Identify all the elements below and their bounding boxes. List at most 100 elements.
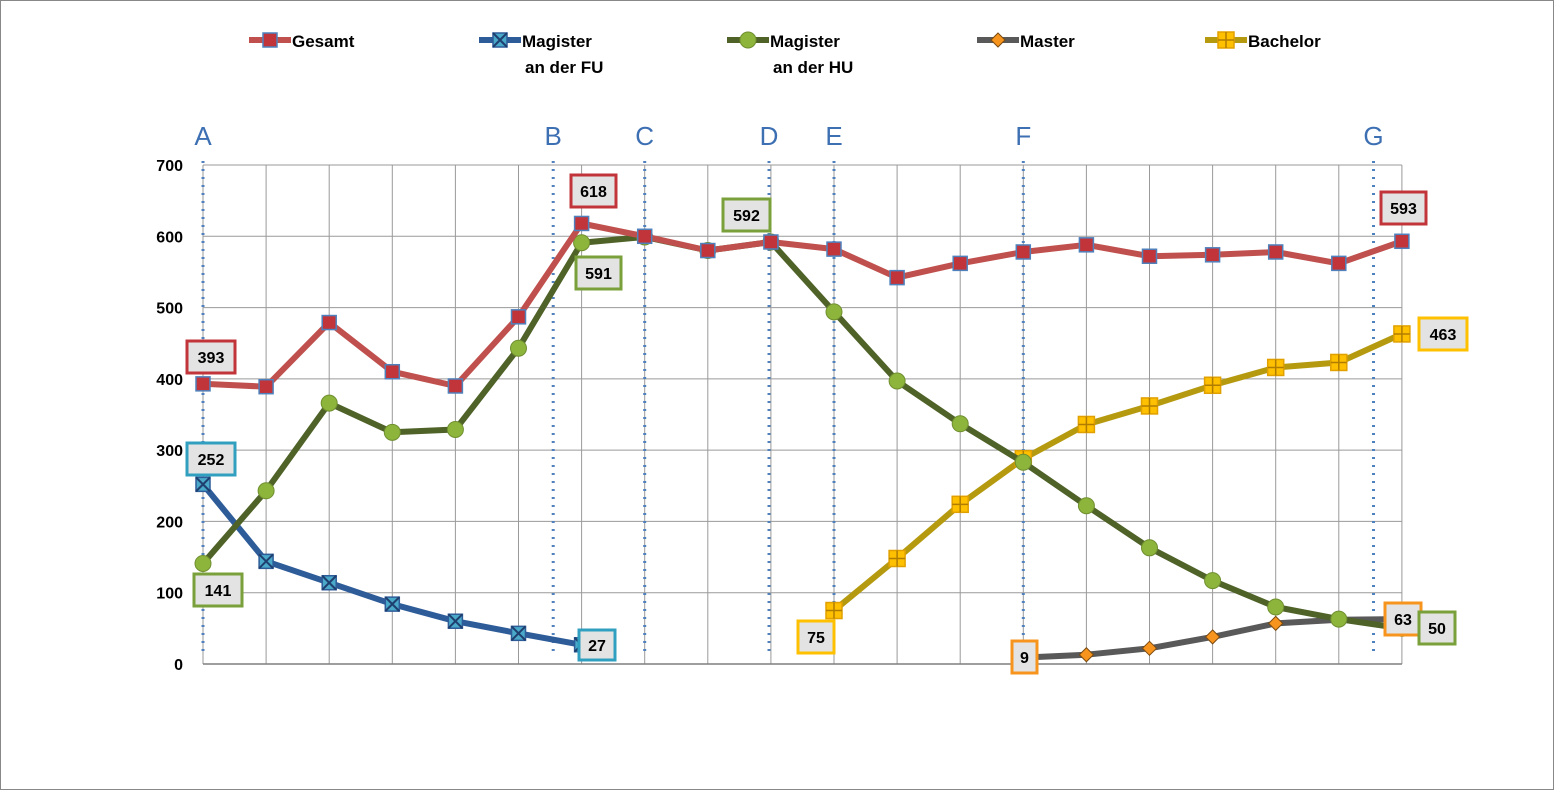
master-point (1141, 640, 1158, 657)
callout-master: 9 (1010, 639, 1039, 675)
magister_hu-point (510, 339, 527, 357)
legend-label: an der HU (773, 58, 853, 77)
master-point (1204, 629, 1221, 645)
master-point (1078, 647, 1095, 663)
callout-value: 141 (205, 583, 232, 600)
y-tick-label: 300 (156, 443, 183, 460)
magister_fu-point (195, 476, 211, 493)
magister_hu-point (951, 415, 969, 433)
legend-item-master: Master (977, 32, 1075, 51)
magister_hu-point (1267, 598, 1285, 616)
callout-magister_hu: 50 (1417, 610, 1457, 646)
gesamt-point (573, 215, 590, 232)
gesamt-point (384, 363, 401, 380)
y-tick-label: 600 (156, 229, 183, 246)
legend: Gesamt Magister an der FU Magister an der HU… (249, 31, 1321, 77)
callout-value: 592 (733, 208, 760, 225)
gesamt-line (202, 220, 1403, 390)
magister_hu-point (825, 303, 843, 321)
gesamt-point (826, 241, 842, 257)
gesamt-point (1204, 247, 1221, 263)
bachelor-line (832, 331, 1404, 613)
gesamt-point (700, 242, 716, 259)
callout-magister_fu: 27 (577, 628, 617, 662)
magister_hu-point (888, 372, 906, 390)
callout-magister_hu: 591 (574, 255, 623, 291)
callout-value: 75 (807, 630, 825, 647)
gesamt-point (1394, 233, 1410, 250)
legend-label: Magister (522, 32, 592, 51)
series-magister_hu (194, 228, 1411, 637)
legend-label: Master (1020, 32, 1075, 51)
legend-item-magister_hu: Magister an der HU (727, 31, 853, 77)
callout-value: 252 (198, 452, 225, 469)
bachelor-point (1203, 376, 1222, 395)
bachelor-point (825, 601, 843, 620)
gesamt-point (1141, 248, 1158, 264)
bachelor-point (1217, 31, 1235, 49)
gesamt-point (636, 228, 653, 245)
legend-label: Gesamt (292, 32, 355, 51)
magister_hu-point (1014, 453, 1032, 471)
y-tick-label: 100 (156, 586, 183, 603)
gesamt-point (510, 309, 527, 325)
callout-gesamt: 618 (569, 173, 618, 209)
gesamt-point (1331, 255, 1347, 272)
bachelor-point (1140, 397, 1159, 415)
callout-value: 593 (1390, 201, 1417, 218)
series-lines (194, 215, 1411, 666)
callout-magister_fu: 252 (185, 441, 237, 477)
magister_hu-point (1330, 610, 1348, 628)
magister_hu-line (200, 234, 1403, 632)
callout-master: 63 (1383, 601, 1423, 637)
legend-label: an der FU (525, 58, 603, 77)
gesamt-point (195, 376, 211, 392)
series-bachelor (825, 325, 1411, 620)
callout-bachelor: 463 (1417, 316, 1469, 352)
gesamt-point (1015, 244, 1032, 260)
magister_hu-point (1204, 572, 1222, 590)
magister_hu-point (257, 482, 275, 500)
gesamt-point (952, 255, 968, 272)
bachelor-point (888, 549, 906, 568)
callout-value: 463 (1430, 327, 1457, 344)
magister_fu-point (384, 596, 401, 612)
phase-markers: A B C D E F G (194, 121, 1384, 656)
callout-magister_hu: 592 (721, 197, 772, 233)
callout-value: 591 (585, 266, 612, 283)
gesamt-point (447, 378, 464, 394)
y-axis: 0 100 200 300 400 500 600 700 (156, 158, 183, 674)
bachelor-point (1330, 353, 1348, 372)
callout-gesamt: 593 (1379, 190, 1428, 226)
callout-bachelor: 75 (796, 619, 836, 655)
magister_hu-point (1077, 497, 1095, 515)
callout-value: 27 (588, 638, 606, 655)
legend-item-gesamt: Gesamt (249, 32, 355, 51)
legend-label: Magister (770, 32, 840, 51)
legend-item-bachelor: Bachelor (1205, 31, 1321, 51)
grid-lines (202, 164, 1403, 665)
master-point (990, 32, 1006, 48)
magister_fu-point (447, 613, 464, 629)
y-tick-label: 500 (156, 301, 183, 318)
gesamt-point (763, 234, 779, 250)
magister_hu-point (320, 394, 338, 412)
bachelor-point (1077, 415, 1096, 434)
series-gesamt (195, 215, 1410, 395)
callout-value: 9 (1020, 650, 1029, 667)
callout-value: 393 (198, 350, 225, 367)
bachelor-point (1393, 325, 1411, 343)
magister_fu-point (258, 553, 274, 570)
gesamt-point (1267, 244, 1284, 260)
gesamt-point (321, 314, 337, 331)
y-tick-label: 700 (156, 158, 183, 175)
magister_fu-point (321, 574, 337, 591)
callout-magister_hu: 141 (192, 572, 244, 608)
y-tick-label: 200 (156, 514, 183, 531)
gesamt-point (262, 32, 278, 48)
callout-value: 618 (580, 184, 607, 201)
phase-label-a: A (194, 121, 212, 151)
bachelor-point (1266, 358, 1285, 377)
